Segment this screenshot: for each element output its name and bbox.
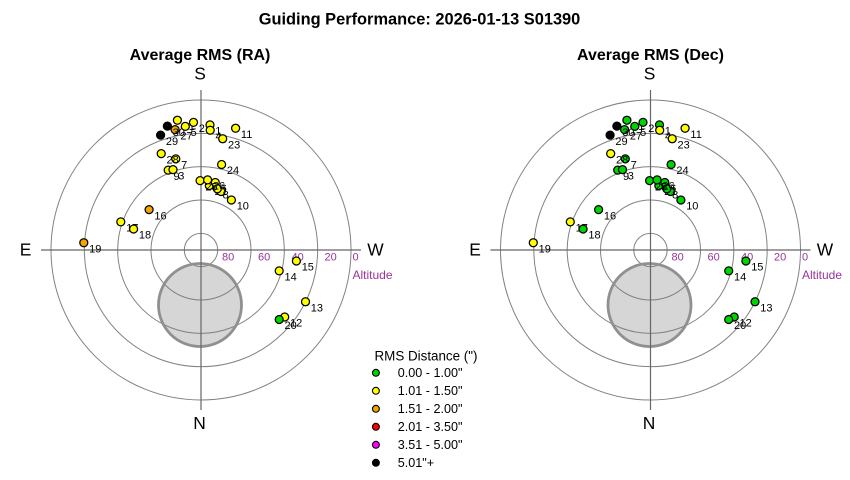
svg-text:23: 23 xyxy=(228,140,240,152)
svg-text:1.51 - 2.00": 1.51 - 2.00" xyxy=(398,402,463,416)
svg-text:S: S xyxy=(194,64,206,84)
svg-text:26: 26 xyxy=(213,181,225,193)
svg-text:11: 11 xyxy=(241,129,252,141)
svg-text:Altitude: Altitude xyxy=(802,268,842,282)
svg-text:16: 16 xyxy=(154,210,166,222)
svg-text:3: 3 xyxy=(178,170,184,182)
svg-text:Guiding Performance: 2026-01-1: Guiding Performance: 2026-01-13 S01390 xyxy=(259,11,581,29)
svg-text:60: 60 xyxy=(258,252,270,264)
svg-text:10: 10 xyxy=(686,201,698,213)
svg-text:23: 23 xyxy=(678,140,690,152)
svg-text:80: 80 xyxy=(222,252,234,264)
svg-text:0.00 - 1.00": 0.00 - 1.00" xyxy=(398,366,463,380)
svg-text:20: 20 xyxy=(285,320,297,332)
svg-text:12: 12 xyxy=(740,318,752,330)
svg-text:2: 2 xyxy=(199,123,205,135)
svg-text:15: 15 xyxy=(751,262,763,274)
svg-text:28: 28 xyxy=(167,154,179,166)
svg-text:1.01 - 1.50": 1.01 - 1.50" xyxy=(398,384,463,398)
svg-text:0: 0 xyxy=(353,252,359,264)
svg-text:5.01"+: 5.01"+ xyxy=(398,456,434,470)
svg-text:Average RMS (RA): Average RMS (RA) xyxy=(130,47,271,64)
svg-text:80: 80 xyxy=(672,252,684,264)
svg-text:8: 8 xyxy=(672,190,678,202)
svg-text:19: 19 xyxy=(89,243,101,255)
svg-text:26: 26 xyxy=(662,181,674,193)
svg-text:3.51 - 5.00": 3.51 - 5.00" xyxy=(398,438,463,452)
svg-text:30: 30 xyxy=(173,127,185,139)
svg-text:14: 14 xyxy=(285,272,297,284)
svg-text:1: 1 xyxy=(215,126,221,138)
svg-text:0: 0 xyxy=(802,252,808,264)
svg-text:18: 18 xyxy=(588,230,600,242)
svg-text:8: 8 xyxy=(223,190,229,202)
svg-text:E: E xyxy=(469,239,481,259)
svg-text:3: 3 xyxy=(628,170,634,182)
svg-text:5: 5 xyxy=(191,127,197,139)
svg-text:30: 30 xyxy=(622,127,634,139)
svg-text:Altitude: Altitude xyxy=(353,268,393,282)
svg-text:24: 24 xyxy=(676,165,688,177)
svg-text:29: 29 xyxy=(615,136,627,148)
svg-text:20: 20 xyxy=(325,252,337,264)
svg-text:28: 28 xyxy=(616,154,628,166)
svg-text:S: S xyxy=(644,64,656,84)
svg-text:10: 10 xyxy=(237,201,249,213)
svg-text:W: W xyxy=(817,239,834,259)
svg-text:14: 14 xyxy=(734,272,746,284)
svg-text:7: 7 xyxy=(631,160,637,172)
svg-text:9: 9 xyxy=(623,171,629,183)
svg-text:13: 13 xyxy=(311,303,323,315)
svg-text:27: 27 xyxy=(630,130,642,142)
svg-text:15: 15 xyxy=(302,262,314,274)
svg-text:N: N xyxy=(193,413,206,433)
svg-text:5: 5 xyxy=(640,127,646,139)
svg-text:E: E xyxy=(20,239,32,259)
svg-text:18: 18 xyxy=(139,230,151,242)
svg-text:16: 16 xyxy=(604,210,616,222)
svg-text:7: 7 xyxy=(181,160,187,172)
svg-text:19: 19 xyxy=(539,243,551,255)
svg-text:1: 1 xyxy=(665,126,671,138)
svg-text:W: W xyxy=(367,239,384,259)
svg-text:2: 2 xyxy=(648,123,654,135)
svg-text:20: 20 xyxy=(774,252,786,264)
svg-text:RMS Distance ("): RMS Distance (") xyxy=(375,348,478,363)
svg-text:9: 9 xyxy=(174,171,180,183)
svg-text:11: 11 xyxy=(690,129,701,141)
svg-text:N: N xyxy=(643,413,656,433)
svg-text:24: 24 xyxy=(227,165,239,177)
svg-text:2.01 - 3.50": 2.01 - 3.50" xyxy=(398,420,463,434)
svg-text:12: 12 xyxy=(290,318,302,330)
svg-text:29: 29 xyxy=(166,136,178,148)
svg-text:Average RMS (Dec): Average RMS (Dec) xyxy=(577,47,724,64)
svg-text:60: 60 xyxy=(708,252,720,264)
svg-text:27: 27 xyxy=(180,130,192,142)
svg-text:13: 13 xyxy=(760,303,772,315)
svg-text:20: 20 xyxy=(734,320,746,332)
